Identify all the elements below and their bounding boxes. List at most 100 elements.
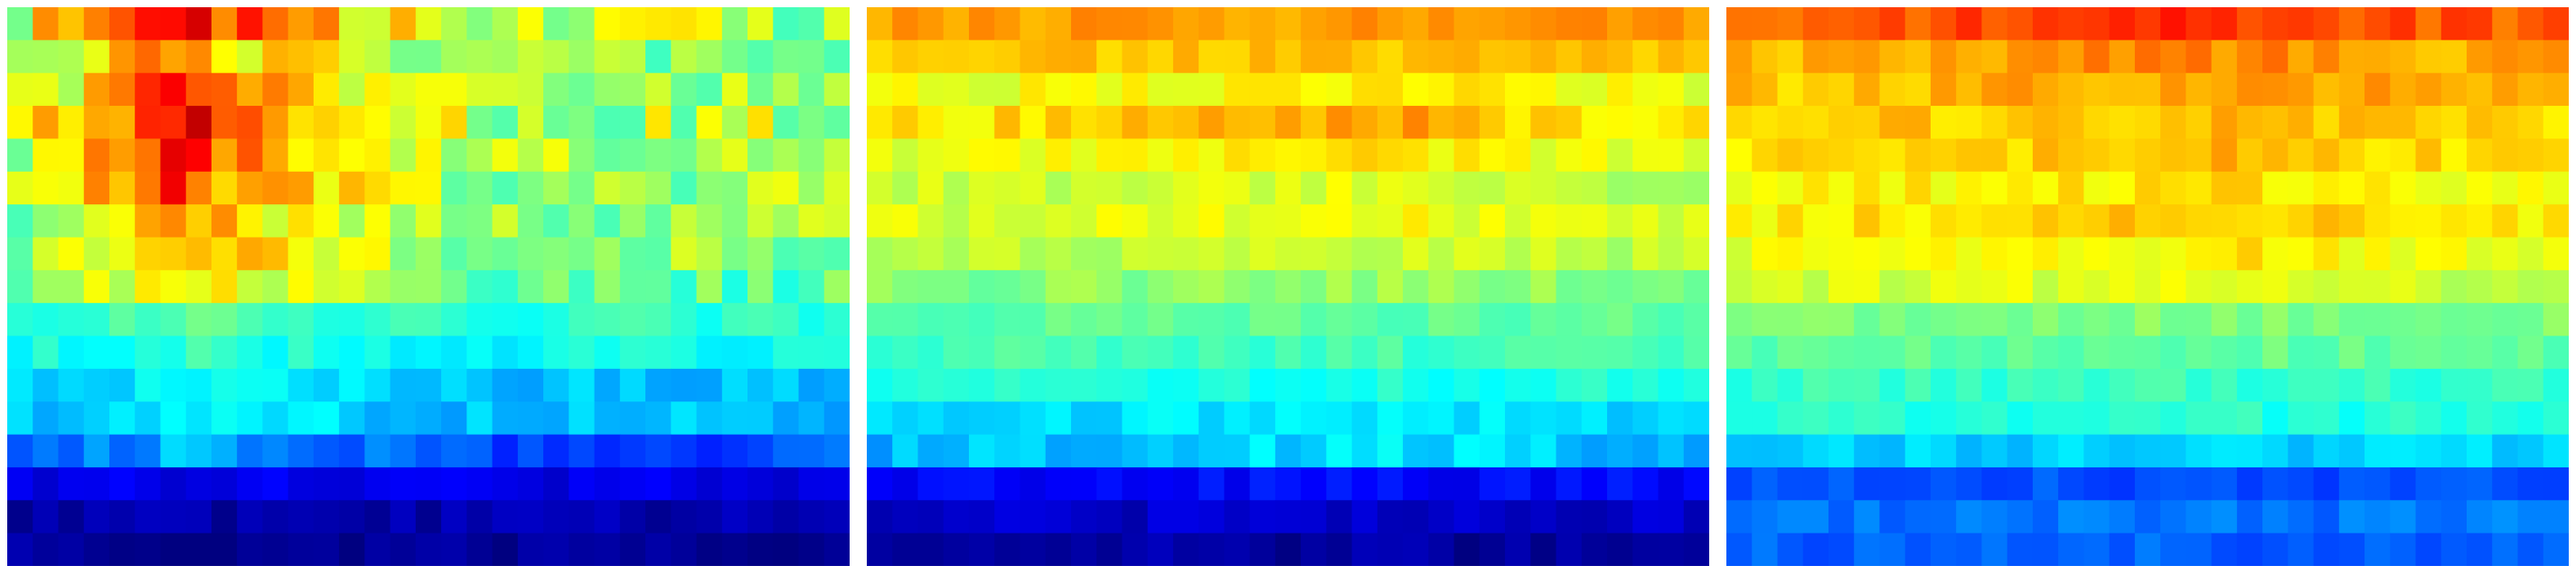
heatmap-cell xyxy=(58,401,85,436)
heatmap-cell xyxy=(108,204,136,239)
heatmap-cell xyxy=(2313,500,2340,534)
heatmap-cell xyxy=(619,106,646,140)
heatmap-cell xyxy=(2109,533,2136,566)
heatmap-cell xyxy=(2262,171,2289,205)
heatmap-cell xyxy=(2211,434,2238,468)
heatmap-cell xyxy=(2517,171,2544,205)
heatmap-cell xyxy=(492,72,519,107)
heatmap-cell xyxy=(2262,368,2289,402)
heatmap-cell xyxy=(1879,401,1906,436)
heatmap-cell xyxy=(1879,533,1906,566)
heatmap-cell xyxy=(185,500,212,534)
heatmap-cell xyxy=(1479,467,1506,501)
heatmap-cell xyxy=(2543,335,2569,370)
heatmap-cell xyxy=(1428,106,1455,140)
heatmap-cell xyxy=(1802,500,1829,534)
heatmap-cell xyxy=(58,171,85,205)
heatmap-cell xyxy=(1479,401,1506,436)
heatmap-cell xyxy=(415,106,442,140)
heatmap-cell xyxy=(1683,533,1709,566)
heatmap-cell xyxy=(2364,434,2391,468)
heatmap-cell xyxy=(2415,106,2442,140)
heatmap-cell xyxy=(262,237,289,271)
heatmap-cell xyxy=(415,467,442,501)
heatmap-cell xyxy=(1274,7,1302,41)
heatmap-cell xyxy=(1828,237,1855,271)
heatmap-cell xyxy=(1096,335,1123,370)
heatmap-cell xyxy=(2467,7,2493,41)
heatmap-cell xyxy=(415,303,442,337)
heatmap-cell xyxy=(58,106,85,140)
heatmap-cell xyxy=(1020,204,1047,239)
heatmap-cell xyxy=(2313,303,2340,337)
heatmap-cell xyxy=(994,7,1021,41)
heatmap-cell xyxy=(2058,204,2084,239)
heatmap-cell xyxy=(1070,401,1097,436)
heatmap-cell xyxy=(466,368,494,402)
heatmap-cell xyxy=(1632,500,1659,534)
heatmap-cell xyxy=(823,138,850,173)
heatmap-cell xyxy=(1249,335,1276,370)
heatmap-cell xyxy=(185,401,212,436)
heatmap-cell xyxy=(517,269,544,304)
heatmap-cell xyxy=(1096,533,1123,566)
heatmap-cell xyxy=(2186,434,2213,468)
heatmap-cell xyxy=(1854,269,1881,304)
heatmap-cell xyxy=(2007,40,2034,74)
heatmap-cell xyxy=(2288,335,2315,370)
heatmap-cell xyxy=(2467,467,2493,501)
heatmap-cell xyxy=(1428,467,1455,501)
heatmap-cell xyxy=(1428,303,1455,337)
heatmap-cell xyxy=(1658,7,1685,41)
heatmap-cell xyxy=(867,7,893,41)
heatmap-cell xyxy=(1981,500,2008,534)
heatmap-cell xyxy=(83,434,110,468)
heatmap-cell xyxy=(1981,106,2008,140)
heatmap-cell xyxy=(1403,533,1429,566)
heatmap-cell xyxy=(1453,303,1481,337)
heatmap-cell xyxy=(1632,401,1659,436)
heatmap-cell xyxy=(1930,303,1957,337)
heatmap-cell xyxy=(1879,237,1906,271)
heatmap-cell xyxy=(2338,467,2365,501)
heatmap-cell xyxy=(1505,434,1531,468)
heatmap-cell xyxy=(1453,72,1481,107)
heatmap-cell xyxy=(2415,401,2442,436)
heatmap-cell xyxy=(892,368,919,402)
heatmap-cell xyxy=(2134,434,2161,468)
heatmap-cell xyxy=(2211,204,2238,239)
heatmap-cell xyxy=(2492,434,2519,468)
heatmap-panel-3 xyxy=(1726,7,2569,566)
heatmap-cell xyxy=(1020,269,1047,304)
heatmap-cell xyxy=(517,467,544,501)
heatmap-cell xyxy=(1505,171,1531,205)
heatmap-cell xyxy=(773,401,800,436)
heatmap-cell xyxy=(1556,500,1583,534)
heatmap-cell xyxy=(917,335,945,370)
heatmap-cell xyxy=(466,72,494,107)
heatmap-cell xyxy=(1070,434,1097,468)
heatmap-cell xyxy=(2007,204,2034,239)
heatmap-cell xyxy=(1607,106,1633,140)
heatmap-cell xyxy=(1581,434,1608,468)
heatmap-cell xyxy=(1122,171,1149,205)
heatmap-cell xyxy=(415,72,442,107)
heatmap-cell xyxy=(1045,335,1072,370)
heatmap-cell xyxy=(917,7,945,41)
heatmap-cell xyxy=(160,500,187,534)
heatmap-cell xyxy=(33,171,60,205)
heatmap-cell xyxy=(721,533,748,566)
heatmap-cell xyxy=(892,237,919,271)
heatmap-cell xyxy=(58,269,85,304)
heatmap-cell xyxy=(1581,303,1608,337)
heatmap-cell xyxy=(1530,335,1557,370)
heatmap-cell xyxy=(1904,72,1932,107)
heatmap-cell xyxy=(1879,40,1906,74)
heatmap-cell xyxy=(2236,401,2263,436)
heatmap-cell xyxy=(1096,401,1123,436)
heatmap-cell xyxy=(1403,171,1429,205)
heatmap-cell xyxy=(943,303,970,337)
heatmap-cell xyxy=(1403,368,1429,402)
heatmap-cell xyxy=(2415,171,2442,205)
heatmap-cell xyxy=(2440,7,2468,41)
